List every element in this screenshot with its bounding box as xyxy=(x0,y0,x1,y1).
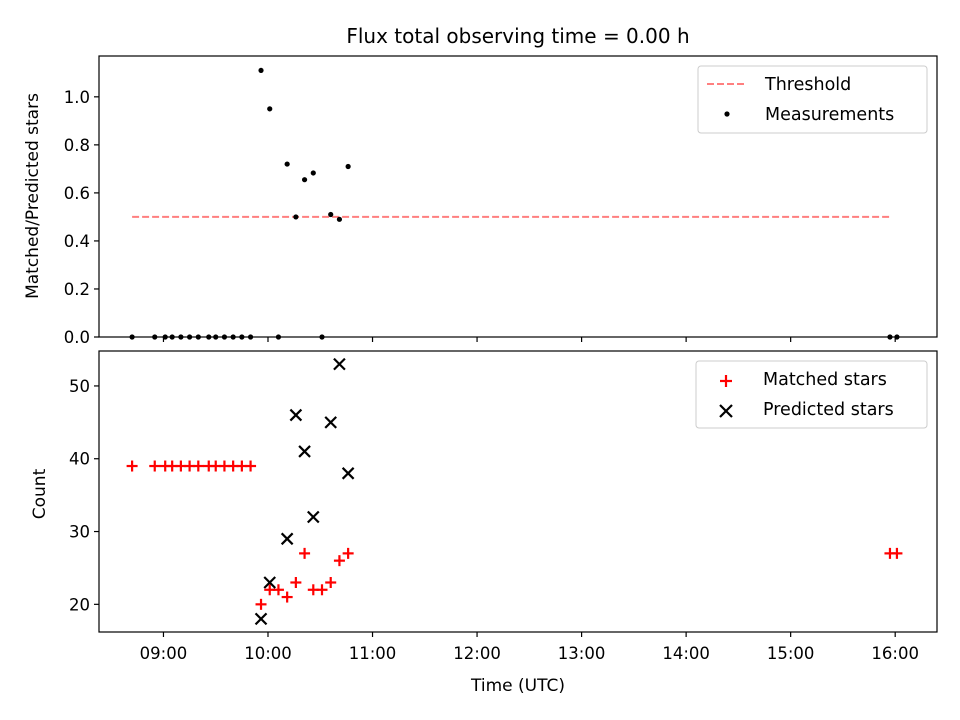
predicted-star-point xyxy=(263,576,277,589)
legend-matched-label: Matched stars xyxy=(763,370,887,390)
bottom-y-tick-label: 50 xyxy=(69,377,90,396)
bottom-y-tick-label: 40 xyxy=(69,450,90,469)
measurement-point xyxy=(213,334,219,340)
measurement-point xyxy=(178,334,184,340)
legend-matched-swatch xyxy=(720,375,732,387)
matched-star-point xyxy=(891,547,903,559)
predicted-star-point xyxy=(333,357,346,371)
measurement-point xyxy=(258,67,264,74)
x-tick-label: 15:00 xyxy=(767,644,815,663)
measurement-point xyxy=(247,334,254,340)
measurement-point xyxy=(206,334,212,340)
measurement-point xyxy=(162,334,168,340)
top-y-tick-label: 0.8 xyxy=(64,136,90,155)
matched-star-point xyxy=(192,460,204,472)
matched-stars-points xyxy=(126,460,903,610)
predicted-star-point xyxy=(341,467,355,480)
measurement-point xyxy=(186,334,193,340)
top-legend: Threshold Measurements xyxy=(697,65,928,134)
measurement-point xyxy=(195,334,201,340)
bottom-axes-frame xyxy=(98,350,938,633)
top-y-tick-label: 0.0 xyxy=(64,328,90,347)
legend-threshold-label: Threshold xyxy=(764,75,851,95)
top-panel: 0.0 0.2 0.4 0.6 0.8 1.0 Matched/Predicted sta… xyxy=(23,55,938,347)
measurement-point xyxy=(230,334,236,340)
matched-star-point xyxy=(149,460,161,472)
matched-star-point xyxy=(316,584,328,596)
bottom-y-ticks: 20 30 40 50 xyxy=(69,377,99,614)
measurement-point xyxy=(894,334,900,340)
legend-measurements-label: Measurements xyxy=(765,105,894,125)
top-y-tick-label: 1.0 xyxy=(64,88,90,107)
measurement-point xyxy=(301,177,308,183)
measurement-point xyxy=(284,161,290,167)
predicted-star-point xyxy=(289,408,303,422)
measurement-point xyxy=(169,334,175,340)
x-tick-label: 12:00 xyxy=(453,644,501,663)
chart-title: Flux total observing time = 0.00 h xyxy=(346,24,689,48)
predicted-stars-points xyxy=(254,357,355,626)
bottom-legend: Matched stars Predicted stars xyxy=(695,360,928,429)
measurement-point xyxy=(887,334,893,340)
x-tick-label: 14:00 xyxy=(662,644,710,663)
top-y-tick-label: 0.2 xyxy=(64,280,90,299)
measurement-point xyxy=(239,334,245,340)
predicted-star-point xyxy=(298,445,311,458)
matched-star-point xyxy=(299,547,311,559)
measurement-point xyxy=(319,334,325,340)
x-tick-label: 09:00 xyxy=(140,644,188,663)
predicted-star-point xyxy=(280,532,294,546)
measurement-point xyxy=(310,170,316,176)
x-axis-label: Time (UTC) xyxy=(470,676,565,696)
matched-star-point xyxy=(325,576,337,588)
top-y-tick-label: 0.6 xyxy=(64,184,90,203)
measurement-points xyxy=(129,67,900,340)
matched-star-point xyxy=(290,576,302,588)
top-axes-frame xyxy=(98,55,938,338)
matched-star-point xyxy=(281,591,293,603)
top-y-tick-label: 0.4 xyxy=(64,232,90,251)
measurement-point xyxy=(328,211,334,218)
predicted-star-point xyxy=(254,612,268,626)
measurement-point xyxy=(275,334,282,340)
legend-predicted-label: Predicted stars xyxy=(763,400,894,420)
top-x-ticks xyxy=(162,337,896,342)
top-legend-box xyxy=(697,65,928,134)
top-y-ticks: 0.0 0.2 0.4 0.6 0.8 1.0 xyxy=(64,88,99,347)
x-tick-label: 10:00 xyxy=(244,644,292,663)
bottom-y-axis-label: Count xyxy=(30,468,50,519)
matched-star-point xyxy=(126,460,138,472)
legend-predicted-swatch xyxy=(719,404,733,418)
matched-star-point xyxy=(245,460,257,472)
bottom-y-tick-label: 20 xyxy=(69,595,90,614)
predicted-star-point xyxy=(307,510,320,524)
bottom-y-tick-label: 30 xyxy=(69,523,90,542)
matched-star-point xyxy=(342,547,354,559)
bottom-legend-box xyxy=(695,360,928,429)
x-tick-label: 13:00 xyxy=(558,644,606,663)
measurement-point xyxy=(345,163,351,170)
measurement-point xyxy=(129,334,135,340)
measurement-point xyxy=(152,334,158,340)
matched-star-point xyxy=(333,555,345,567)
measurement-point xyxy=(336,216,343,222)
measurement-point xyxy=(293,214,299,220)
measurement-point xyxy=(221,334,228,340)
bottom-panel: 20 30 40 50 09:00 10:00 11:00 12:00 13:00 14:00 1… xyxy=(30,350,938,696)
x-tick-label: 16:00 xyxy=(871,644,919,663)
bottom-x-ticks: 09:00 10:00 11:00 12:00 13:00 14:00 15:00 16:00 xyxy=(140,632,919,663)
measurement-point xyxy=(267,106,273,112)
x-tick-label: 11:00 xyxy=(349,644,397,663)
legend-measurement-swatch xyxy=(724,111,730,117)
matched-star-point xyxy=(255,598,267,610)
matched-star-point xyxy=(272,584,284,596)
top-y-axis-label: Matched/Predicted stars xyxy=(23,93,43,299)
predicted-star-point xyxy=(324,416,337,429)
